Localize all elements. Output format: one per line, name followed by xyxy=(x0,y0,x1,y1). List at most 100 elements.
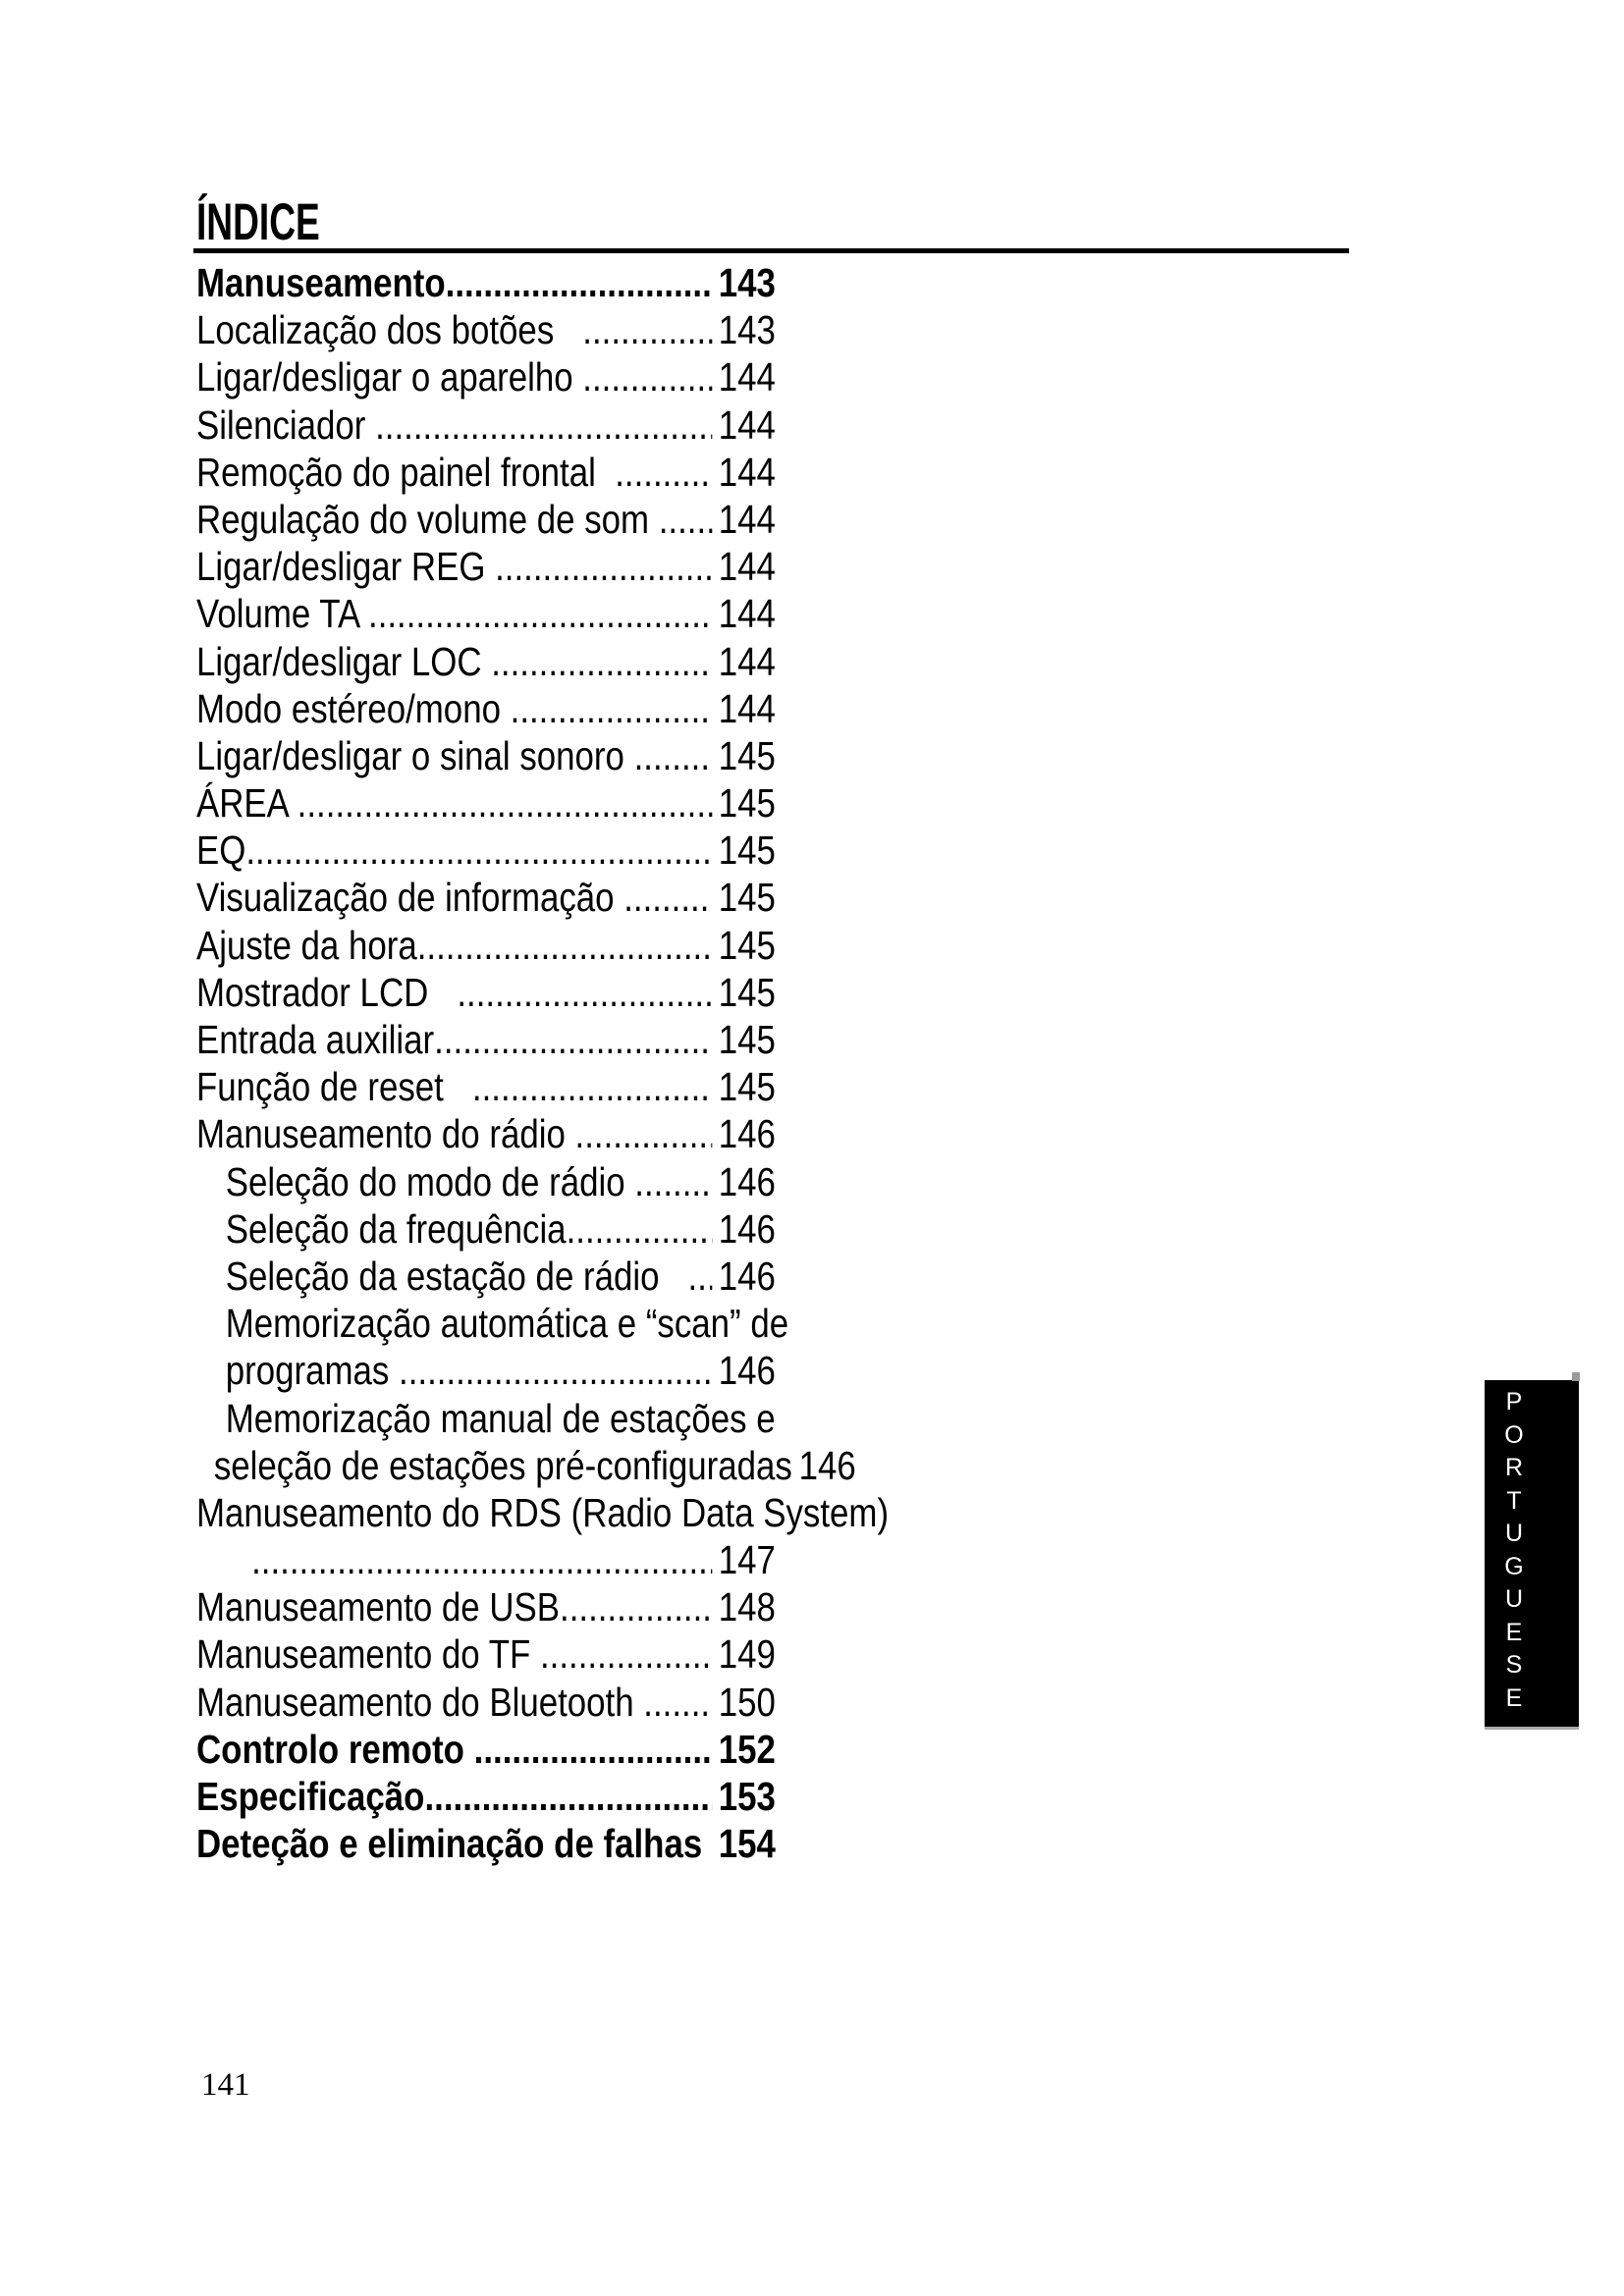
toc-entry-label: Entrada auxiliar xyxy=(196,1017,435,1062)
toc-entry: Seleção da frequência...................… xyxy=(196,1205,776,1253)
toc-leader-dots: ........................................… xyxy=(615,449,712,495)
toc-entry: Ligar/desligar o sinal sonoro ..........… xyxy=(196,732,776,779)
toc-leader-dots: ........................................… xyxy=(623,875,712,921)
toc-entry-page: 145 xyxy=(718,732,776,778)
toc-entry-label: Remoção do painel frontal xyxy=(196,449,616,495)
toc-entry: Regulação do volume de som .............… xyxy=(196,496,776,543)
sidebar-letter: O xyxy=(1504,1420,1524,1449)
toc-leader-dots: ........................................… xyxy=(491,638,712,684)
toc-entry: Ligar/desligar o aparelho ..............… xyxy=(196,353,776,400)
toc-entry: Seleção do modo de rádio ...............… xyxy=(196,1158,776,1205)
toc-entry-page: 145 xyxy=(718,780,776,827)
sidebar-letter: T xyxy=(1506,1486,1522,1515)
toc-leader-dots: ........................................… xyxy=(457,969,712,1015)
toc-entry-label: Seleção do modo de rádio xyxy=(225,1158,635,1204)
toc-entry-label: Manuseamento do rádio xyxy=(196,1111,575,1157)
toc-entry-page: 145 xyxy=(718,828,776,874)
toc-entry: Seleção da estação de rádio ............… xyxy=(196,1253,776,1300)
toc-leader-dots: ........................................… xyxy=(687,1253,712,1299)
sidebar-letter: S xyxy=(1505,1651,1523,1679)
toc-entry: Manuseamento do rádio ..................… xyxy=(196,1110,776,1157)
toc-entry-page: 144 xyxy=(718,496,776,542)
toc-leader-dots: ........................................… xyxy=(471,1064,712,1110)
toc-entry: Mostrador LCD ..........................… xyxy=(196,969,776,1016)
toc-entry-page: 145 xyxy=(718,1017,776,1062)
toc-entry-page: 146 xyxy=(718,1158,776,1204)
toc-entry-page: 146 xyxy=(718,1348,776,1394)
toc-entry-label: Memorização automática e “scan” de xyxy=(225,1301,789,1347)
toc-entry-page: 153 xyxy=(718,1774,776,1819)
title-underline xyxy=(193,248,1349,253)
toc-entry-label: Modo estéreo/mono xyxy=(196,685,511,731)
toc-entry-label: programas xyxy=(225,1348,400,1394)
toc-entry-page: 146 xyxy=(718,1253,776,1299)
toc-leader-dots: ........................................… xyxy=(424,1774,711,1819)
toc-entry-label: Mostrador LCD xyxy=(196,969,458,1015)
toc-leader-dots: ........................................… xyxy=(582,354,712,400)
toc-entry: Ligar/desligar LOC .....................… xyxy=(196,638,776,685)
toc-entry: Manuseamento do TF .....................… xyxy=(196,1630,776,1678)
toc-leader-dots: ........................................… xyxy=(416,922,712,968)
sidebar-letter: R xyxy=(1504,1454,1524,1481)
toc-leader-dots: ........................................… xyxy=(495,544,712,590)
toc-entry-label: Ajuste da hora xyxy=(196,922,417,968)
toc-entry-page: 152 xyxy=(718,1726,776,1772)
toc-entry-label: Localização dos botões xyxy=(196,307,583,353)
toc-entry: EQ......................................… xyxy=(196,827,776,874)
toc-leader-dots: ........................................… xyxy=(434,1017,712,1062)
toc-entry-page: 144 xyxy=(718,354,776,400)
toc-entry-label: Manuseamento de USB xyxy=(196,1584,561,1630)
toc-entry: Silenciador ............................… xyxy=(196,401,776,449)
toc-leader-dots: ........................................… xyxy=(634,1158,712,1204)
toc-entry: Controlo remoto ........................… xyxy=(196,1726,776,1773)
toc-entry-label: Manuseamento do Bluetooth xyxy=(196,1679,644,1725)
toc-entry: Remoção do painel frontal ..............… xyxy=(196,449,776,496)
toc-entry: ........................................… xyxy=(196,1536,776,1583)
toc-entry-page: 144 xyxy=(718,449,776,495)
toc-entry-page: 154 xyxy=(718,1821,776,1867)
toc-entry-label: Silenciador xyxy=(196,401,376,448)
toc-entry-page: 144 xyxy=(718,638,776,684)
toc-entry-page: 145 xyxy=(718,969,776,1015)
toc-leader-dots: ........................................… xyxy=(539,1631,712,1678)
toc-entry-label: Volume TA xyxy=(196,591,369,637)
toc-entry: Deteção e eliminação de falhas .........… xyxy=(196,1820,776,1867)
toc-entry: Modo estéreo/mono ......................… xyxy=(196,685,776,732)
toc-entry: seleção de estações pré-configuradas 146 xyxy=(196,1442,856,1489)
sidebar-letter: E xyxy=(1505,1683,1523,1712)
sidebar-letter: U xyxy=(1504,1585,1524,1613)
toc-entry: Volume TA ..............................… xyxy=(196,590,776,637)
sidebar-letter: P xyxy=(1505,1388,1523,1415)
toc-entry-label: seleção de estações pré-configuradas xyxy=(213,1442,792,1488)
toc-entry-page: 143 xyxy=(718,260,776,305)
toc-leader-dots: ........................................… xyxy=(643,1679,712,1725)
toc-entry: Visualização de informação .............… xyxy=(196,874,776,921)
toc-entry-label: EQ xyxy=(196,828,246,874)
toc-entry-page: 144 xyxy=(718,591,776,637)
toc-leader-dots: ........................................… xyxy=(658,496,712,542)
toc-entry-label: Ligar/desligar o aparelho xyxy=(196,354,583,400)
toc-entry-page: 147 xyxy=(718,1537,776,1583)
toc-entry-page: 144 xyxy=(718,544,776,590)
sidebar-letter: U xyxy=(1504,1520,1524,1547)
toc-entry: Ligar/desligar REG .....................… xyxy=(196,543,776,590)
toc-entry-label: Manuseamento xyxy=(196,260,446,305)
toc-entry-label: Manuseamento do TF xyxy=(196,1631,540,1678)
toc-leader-dots: ........................................… xyxy=(245,828,712,874)
toc-entry-label: Manuseamento do RDS (Radio Data System) xyxy=(196,1489,890,1535)
toc-leader-dots: ........................................… xyxy=(566,1205,712,1252)
toc-entry: programas ..............................… xyxy=(196,1347,776,1394)
toc-leader-dots: ........................................… xyxy=(473,1726,712,1772)
toc-entry-label: Visualização de informação xyxy=(196,875,624,921)
toc-entry-label: Ligar/desligar REG xyxy=(196,544,496,590)
sidebar-letter: E xyxy=(1505,1618,1523,1646)
toc-entry: Manuseamento............................… xyxy=(196,259,776,306)
toc-entry-label: Ligar/desligar LOC xyxy=(196,638,492,684)
toc-leader-dots: ........................................… xyxy=(560,1584,712,1630)
toc-entry-page: 145 xyxy=(718,1064,776,1110)
page-number: 141 xyxy=(201,2067,250,2103)
toc-entry-label: Controlo remoto xyxy=(196,1726,474,1772)
toc-leader-dots: ........................................… xyxy=(251,1537,712,1583)
page-title: ÍNDICE xyxy=(196,193,320,251)
